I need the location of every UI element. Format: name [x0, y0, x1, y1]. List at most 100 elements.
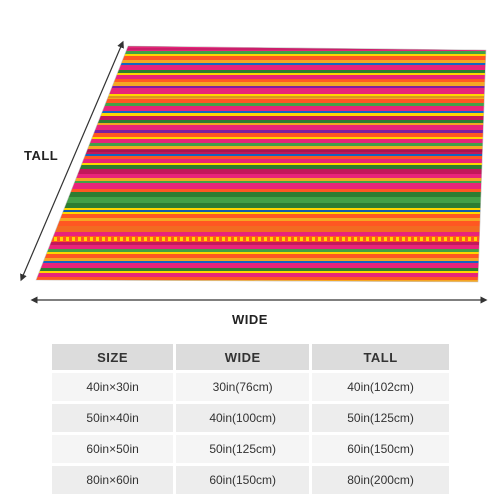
cell-size: 50in×40in [52, 404, 174, 432]
table-row: 80in×60in 60in(150cm) 80in(200cm) [52, 466, 449, 494]
tall-dimension-arrow [20, 40, 124, 282]
blanket-dot [258, 237, 261, 241]
blanket-dot [378, 237, 381, 241]
blanket-dot [444, 237, 447, 241]
blanket-stripe [20, 286, 500, 292]
blanket-stripe [36, 189, 486, 193]
blanket-dot [420, 237, 423, 241]
blanket-stripe [36, 163, 486, 166]
blanket-stripe [36, 212, 486, 215]
blanket-stripe [36, 174, 486, 179]
blanket-stripe [36, 123, 486, 126]
blanket-stripe [36, 268, 486, 272]
blanket-stripe [36, 280, 486, 282]
table-row: 40in×30in 30in(76cm) 40in(102cm) [52, 373, 449, 401]
blanket-stripe [20, 284, 500, 286]
blanket-dot [252, 237, 255, 241]
blanket-dot [270, 237, 273, 241]
blanket-dot [294, 237, 297, 241]
blanket-stripe [36, 277, 486, 281]
blanket-stripe [36, 113, 486, 117]
blanket-stripe [36, 273, 486, 278]
blanket-stripe [36, 56, 486, 61]
blanket-dot [324, 237, 327, 241]
blanket-stripe [36, 82, 486, 87]
blanket-dot [132, 237, 135, 241]
blanket-dot [108, 237, 111, 241]
blanket-stripe [36, 258, 486, 262]
blanket-stripe [36, 154, 486, 157]
blanket-dot [360, 237, 363, 241]
blanket-dot [384, 237, 387, 241]
fold-shadow [36, 210, 486, 212]
blanket-dot [264, 237, 267, 241]
cell-size: 40in×30in [52, 373, 174, 401]
blanket-stripe [36, 65, 486, 71]
size-chart-table: SIZE WIDE TALL 40in×30in 30in(76cm) 40in… [49, 341, 452, 497]
blanket-stripe [36, 99, 486, 104]
serape-blanket [20, 46, 500, 292]
blanket-dot [54, 237, 57, 241]
table-row: 50in×40in 40in(100cm) 50in(125cm) [52, 404, 449, 432]
blanket-dot [228, 237, 231, 241]
blanket-stripe [36, 88, 486, 95]
blanket-dot [366, 237, 369, 241]
blanket-dot [186, 237, 189, 241]
blanket-stripe [36, 226, 486, 233]
blanket-stripe [36, 94, 486, 97]
blanket-dot [192, 237, 195, 241]
cell-wide: 60in(150cm) [176, 466, 310, 494]
blanket-stripe [36, 210, 486, 213]
table-header-row: SIZE WIDE TALL [52, 344, 449, 370]
blanket-stripe [36, 47, 486, 52]
blanket-stripe [36, 178, 486, 182]
blanket-stripe [36, 143, 486, 147]
blanket-stripe [36, 254, 486, 259]
blanket-stripe [36, 218, 486, 222]
tall-label: TALL [24, 148, 59, 163]
blanket-dot [42, 237, 45, 241]
blanket-stripe [36, 75, 486, 80]
blanket-dot [204, 237, 207, 241]
blanket-dot [150, 237, 153, 241]
blanket-stripe [36, 192, 486, 198]
blanket-stripe [36, 86, 486, 89]
blanket-stripe [36, 221, 486, 227]
blanket-dot [174, 237, 177, 241]
blanket-stripe [36, 139, 486, 144]
blanket-stripe [36, 242, 486, 246]
blanket-dot [396, 237, 399, 241]
cell-tall: 80in(200cm) [312, 466, 449, 494]
fold-shadow [36, 96, 486, 98]
blanket-dot [330, 237, 333, 241]
cell-size: 60in×50in [52, 435, 174, 463]
blanket-stripe [36, 197, 486, 204]
blanket-dot [300, 237, 303, 241]
blanket-dot [354, 237, 357, 241]
blanket-dot [180, 237, 183, 241]
blanket-dot [72, 237, 75, 241]
blanket-stripe [36, 60, 486, 64]
blanket-stripe [36, 79, 486, 83]
blanket-dot [210, 237, 213, 241]
blanket-dot [138, 237, 141, 241]
blanket-stripe [36, 165, 486, 170]
blanket-dot [438, 237, 441, 241]
blanket-dot [390, 237, 393, 241]
blanket-dot [282, 237, 285, 241]
blanket-dot [414, 237, 417, 241]
blanket-dot [336, 237, 339, 241]
blanket-stripe [36, 46, 486, 48]
header-wide: WIDE [176, 344, 310, 370]
blanket-stripe [36, 261, 486, 264]
blanket-dot [450, 237, 453, 241]
blanket-dot [156, 237, 159, 241]
blanket-dot [90, 237, 93, 241]
blanket-stripe [36, 103, 486, 107]
blanket-stripe [36, 63, 486, 66]
blanket-dot [318, 237, 321, 241]
cell-wide: 40in(100cm) [176, 404, 310, 432]
blanket-dot [408, 237, 411, 241]
blanket-dot [372, 237, 375, 241]
